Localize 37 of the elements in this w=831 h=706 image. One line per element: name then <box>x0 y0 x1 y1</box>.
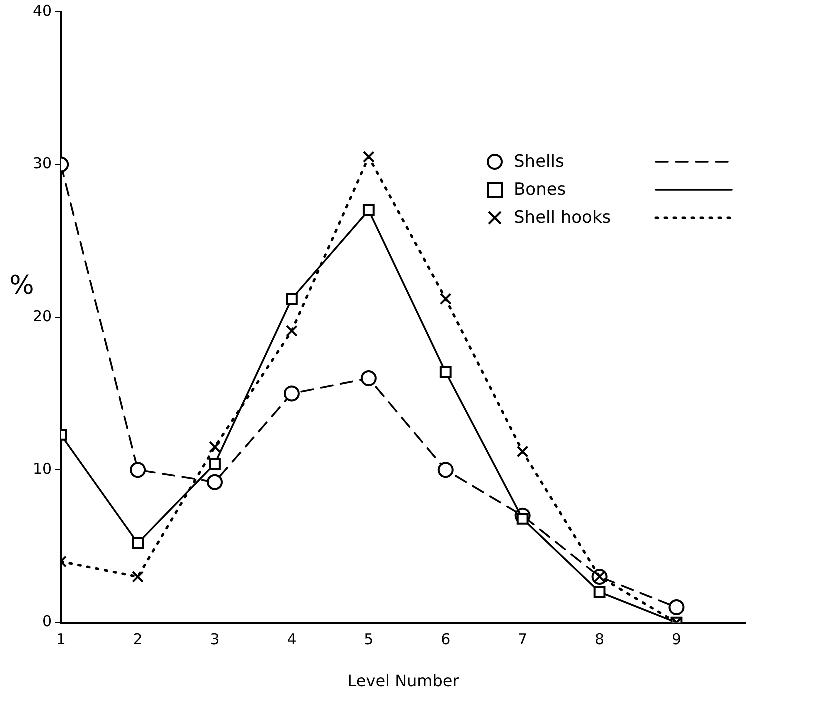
point <box>207 474 223 490</box>
y-tick-label: 10 <box>32 460 52 478</box>
x-tick-label: 7 <box>518 630 528 649</box>
y-axis-title: % <box>10 271 34 302</box>
legend-label: Shell hooks <box>514 207 612 230</box>
y-tick-label: 20 <box>32 307 52 326</box>
x-tick-label: 1 <box>56 630 66 649</box>
y-tick-label: 30 <box>32 154 52 173</box>
x-tick-label: 2 <box>133 630 143 649</box>
y-tick-label: 40 <box>32 2 52 20</box>
legend-label: Bones <box>514 179 568 202</box>
point <box>286 325 298 338</box>
point <box>132 537 144 550</box>
point <box>362 151 375 164</box>
x-tick-label: 9 <box>672 630 682 649</box>
point <box>286 293 298 306</box>
point <box>132 571 144 583</box>
legend-label: Shells <box>514 151 566 174</box>
point <box>209 441 221 454</box>
point <box>440 366 452 378</box>
x-tick-label: 3 <box>210 630 220 649</box>
x-tick-label: 6 <box>441 630 451 649</box>
point <box>516 446 529 458</box>
x-tick-label: 8 <box>595 630 605 649</box>
point <box>362 204 375 216</box>
point <box>284 386 300 402</box>
y-tick-label: 0 <box>42 612 52 631</box>
point <box>668 600 685 616</box>
point <box>360 370 377 386</box>
point <box>209 458 221 470</box>
point <box>438 462 454 478</box>
point <box>130 462 146 478</box>
point <box>594 586 606 598</box>
x-tick-label: 5 <box>364 630 374 649</box>
x-tick-label: 4 <box>287 630 297 649</box>
x-axis-title: Level Number <box>348 672 460 691</box>
point <box>440 293 452 306</box>
